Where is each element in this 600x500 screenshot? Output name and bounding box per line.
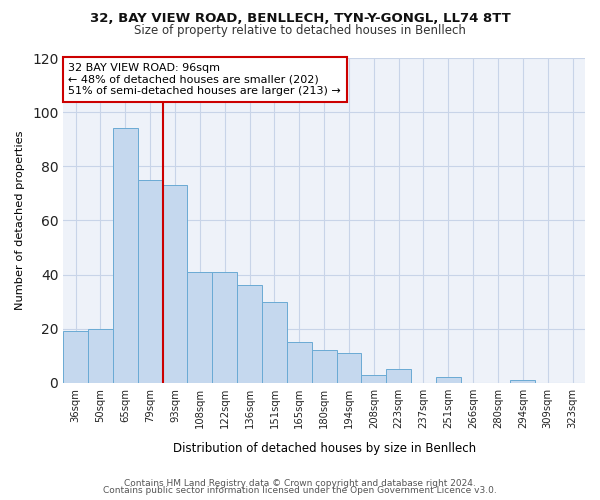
Text: Contains public sector information licensed under the Open Government Licence v3: Contains public sector information licen… <box>103 486 497 495</box>
Bar <box>311 350 337 383</box>
Bar <box>262 302 287 383</box>
Bar <box>511 380 535 383</box>
Text: Contains HM Land Registry data © Crown copyright and database right 2024.: Contains HM Land Registry data © Crown c… <box>124 478 476 488</box>
Bar <box>287 342 311 383</box>
Bar <box>436 378 461 383</box>
Bar <box>187 272 212 383</box>
Bar <box>138 180 163 383</box>
Bar <box>237 286 262 383</box>
Bar <box>113 128 138 383</box>
X-axis label: Distribution of detached houses by size in Benllech: Distribution of detached houses by size … <box>173 442 476 455</box>
Text: 32, BAY VIEW ROAD, BENLLECH, TYN-Y-GONGL, LL74 8TT: 32, BAY VIEW ROAD, BENLLECH, TYN-Y-GONGL… <box>89 12 511 26</box>
Bar <box>88 328 113 383</box>
Text: Size of property relative to detached houses in Benllech: Size of property relative to detached ho… <box>134 24 466 37</box>
Text: 32 BAY VIEW ROAD: 96sqm
← 48% of detached houses are smaller (202)
51% of semi-d: 32 BAY VIEW ROAD: 96sqm ← 48% of detache… <box>68 63 341 96</box>
Bar <box>386 370 411 383</box>
Bar <box>212 272 237 383</box>
Bar <box>163 185 187 383</box>
Y-axis label: Number of detached properties: Number of detached properties <box>15 130 25 310</box>
Bar <box>361 375 386 383</box>
Bar <box>337 353 361 383</box>
Bar <box>63 332 88 383</box>
